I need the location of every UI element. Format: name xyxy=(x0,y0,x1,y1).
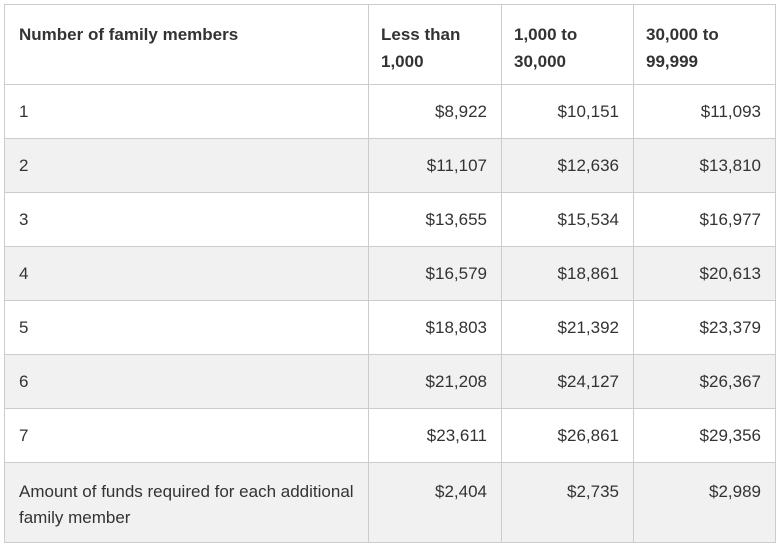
cell-value: $13,810 xyxy=(633,138,776,193)
row-label: 3 xyxy=(4,192,369,247)
cell-value: $29,356 xyxy=(633,408,776,463)
cell-value: $8,922 xyxy=(368,84,502,139)
cell-value: $2,989 xyxy=(633,462,776,543)
table-row: 6 $21,208 $24,127 $26,367 xyxy=(4,354,776,409)
cell-value: $26,861 xyxy=(501,408,634,463)
row-label: 5 xyxy=(4,300,369,355)
row-label: 2 xyxy=(4,138,369,193)
table-body: 1 $8,922 $10,151 $11,093 2 $11,107 $12,6… xyxy=(4,84,776,543)
table-row: 4 $16,579 $18,861 $20,613 xyxy=(4,246,776,301)
cell-value: $26,367 xyxy=(633,354,776,409)
cell-value: $15,534 xyxy=(501,192,634,247)
cell-value: $21,392 xyxy=(501,300,634,355)
cell-value: $20,613 xyxy=(633,246,776,301)
cell-value: $2,404 xyxy=(368,462,502,543)
cell-value: $10,151 xyxy=(501,84,634,139)
cell-value: $21,208 xyxy=(368,354,502,409)
header-less-than-1000: Less than 1,000 xyxy=(368,4,502,85)
row-label: 1 xyxy=(4,84,369,139)
cell-value: $18,861 xyxy=(501,246,634,301)
row-label: Amount of funds required for each additi… xyxy=(4,462,369,543)
row-label: 6 xyxy=(4,354,369,409)
funds-table: Number of family members Less than 1,000… xyxy=(4,4,776,543)
header-1000-to-30000: 1,000 to 30,000 xyxy=(501,4,634,85)
table-row: 3 $13,655 $15,534 $16,977 xyxy=(4,192,776,247)
cell-value: $11,107 xyxy=(368,138,502,193)
header-family-members: Number of family members xyxy=(4,4,369,85)
cell-value: $23,379 xyxy=(633,300,776,355)
cell-value: $12,636 xyxy=(501,138,634,193)
cell-value: $24,127 xyxy=(501,354,634,409)
table-row: 5 $18,803 $21,392 $23,379 xyxy=(4,300,776,355)
cell-value: $16,977 xyxy=(633,192,776,247)
cell-value: $16,579 xyxy=(368,246,502,301)
table-row: 2 $11,107 $12,636 $13,810 xyxy=(4,138,776,193)
table-row: 1 $8,922 $10,151 $11,093 xyxy=(4,84,776,139)
cell-value: $2,735 xyxy=(501,462,634,543)
cell-value: $11,093 xyxy=(633,84,776,139)
table-row: 7 $23,611 $26,861 $29,356 xyxy=(4,408,776,463)
table-header: Number of family members Less than 1,000… xyxy=(4,4,776,85)
header-30000-to-99999: 30,000 to 99,999 xyxy=(633,4,776,85)
header-row: Number of family members Less than 1,000… xyxy=(4,4,776,85)
table-row: Amount of funds required for each additi… xyxy=(4,462,776,543)
cell-value: $13,655 xyxy=(368,192,502,247)
cell-value: $18,803 xyxy=(368,300,502,355)
row-label: 7 xyxy=(4,408,369,463)
row-label: 4 xyxy=(4,246,369,301)
cell-value: $23,611 xyxy=(368,408,502,463)
